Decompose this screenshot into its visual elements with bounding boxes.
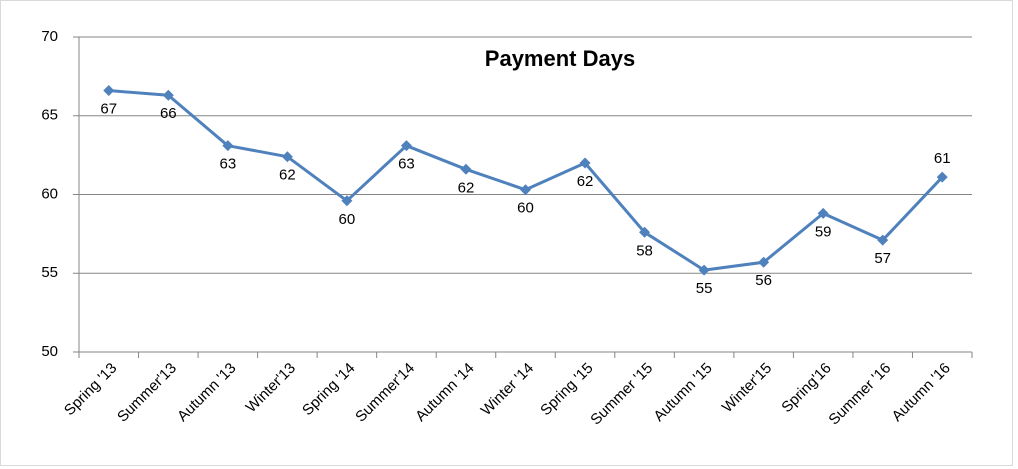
- data-point: [639, 226, 651, 238]
- data-label: 66: [160, 105, 177, 122]
- data-label: 55: [696, 280, 713, 297]
- data-label: 60: [517, 200, 534, 217]
- y-tick-label: 50: [41, 343, 58, 360]
- data-label: 63: [398, 156, 415, 173]
- data-label: 63: [219, 156, 236, 173]
- y-tick-label: 65: [41, 107, 58, 124]
- data-point: [400, 140, 412, 152]
- data-label: 61: [934, 150, 951, 167]
- y-tick-label: 60: [41, 185, 58, 202]
- data-point: [162, 89, 174, 101]
- data-point: [341, 195, 353, 207]
- data-point: [281, 151, 293, 163]
- chart-title: Payment Days: [485, 46, 635, 71]
- data-point: [758, 256, 770, 268]
- data-label: 67: [100, 101, 117, 118]
- data-point: [520, 184, 531, 196]
- data-label: 57: [874, 250, 891, 267]
- data-point: [817, 207, 829, 219]
- data-point: [877, 234, 889, 246]
- data-label: 58: [636, 242, 653, 259]
- data-point: [698, 264, 710, 276]
- y-tick-label: 55: [41, 264, 58, 281]
- data-label: 59: [815, 223, 832, 240]
- data-label: 60: [339, 211, 356, 228]
- data-label: 62: [279, 167, 296, 184]
- data-point: [103, 85, 115, 97]
- data-label: 56: [755, 272, 772, 289]
- data-point: [222, 140, 234, 152]
- data-label: 62: [577, 173, 594, 190]
- data-point: [460, 163, 472, 175]
- data-point: [579, 157, 591, 169]
- data-label: 62: [458, 179, 475, 196]
- y-tick-label: 70: [41, 28, 58, 45]
- data-point: [936, 171, 948, 183]
